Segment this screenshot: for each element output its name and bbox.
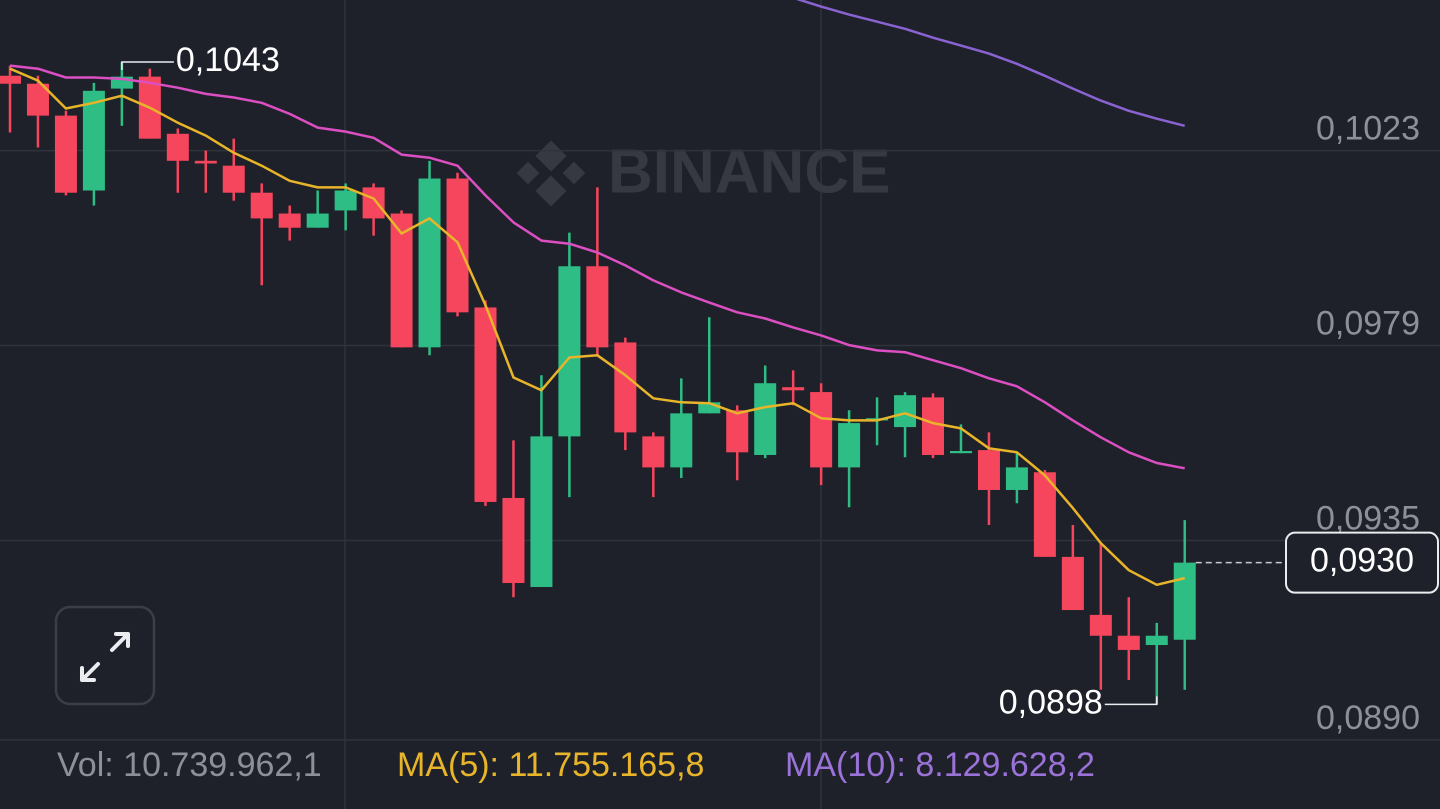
candle-body <box>1145 635 1168 646</box>
last-price-label: 0,0930 <box>1310 542 1414 580</box>
low-marker-label: 0,0898 <box>999 683 1103 721</box>
footer-text: MA(10): 8.129.628,2 <box>785 746 1095 784</box>
candle-body <box>922 397 945 455</box>
candle-body <box>1005 467 1028 490</box>
low-marker-line <box>1104 696 1158 706</box>
footer: Vol: 10.739.962,1 MA(5): 11.755.165,8 MA(1… <box>57 746 1095 784</box>
candle-body <box>782 387 805 391</box>
y-tick-label: 0,0935 <box>1316 499 1420 537</box>
candle-body <box>586 266 609 348</box>
candle-body <box>1173 562 1196 640</box>
candle-body <box>838 423 861 468</box>
candle-body <box>306 213 329 228</box>
candle-body <box>390 213 413 348</box>
candle-body <box>726 410 749 453</box>
candle-body <box>1117 635 1140 650</box>
candle-body <box>82 90 105 191</box>
candle-body <box>26 83 49 116</box>
candle-body <box>949 450 972 454</box>
moving-average-line <box>9 64 1185 470</box>
candle-body <box>0 75 21 84</box>
candle-body <box>194 160 217 164</box>
last-price-box <box>1285 531 1439 594</box>
candle-body <box>642 436 665 468</box>
candle-body <box>1089 614 1112 636</box>
candle-body <box>1061 556 1084 611</box>
candle-body <box>558 266 581 437</box>
candle-body <box>110 76 133 89</box>
y-tick-label: 0,1023 <box>1316 110 1420 148</box>
moving-average-line <box>9 67 1185 587</box>
footer-text: Vol: 10.739.962,1 <box>57 746 322 784</box>
footer-text: MA(5): 11.755.165,8 <box>397 746 704 784</box>
candle-body <box>977 450 1000 490</box>
candle-body <box>474 307 497 502</box>
candle-body <box>166 133 189 161</box>
candle-body <box>502 497 525 584</box>
candle-body <box>1033 472 1056 557</box>
candle-body <box>894 395 917 428</box>
candle-body <box>222 165 245 193</box>
candle-body <box>530 436 553 588</box>
expand-button[interactable] <box>54 605 156 706</box>
candle-body <box>810 392 833 468</box>
expand-icon[interactable] <box>80 632 130 682</box>
candle-body <box>362 187 385 219</box>
watermark-text: BINANCE <box>608 137 890 206</box>
expand-button-frame[interactable] <box>54 605 156 706</box>
plot-area: 0,1023 0,0979 0,0935 0,0890 0,1043 0,0898 0,09… <box>0 0 1440 741</box>
candle-body <box>54 115 77 193</box>
candle-body <box>278 213 301 228</box>
candle-body <box>614 342 637 433</box>
high-marker-label: 0,1043 <box>176 41 280 79</box>
y-tick-label: 0,0890 <box>1316 699 1420 737</box>
candle-body <box>446 178 469 313</box>
candle-body <box>698 402 721 414</box>
candle-body <box>754 383 777 455</box>
candle-body <box>250 192 273 219</box>
candle-body <box>670 413 693 468</box>
y-tick-label: 0,0979 <box>1316 305 1420 343</box>
candle-body <box>418 178 441 348</box>
candle-body <box>334 190 357 211</box>
moving-average-line <box>796 0 1186 128</box>
high-marker-line <box>121 61 174 71</box>
